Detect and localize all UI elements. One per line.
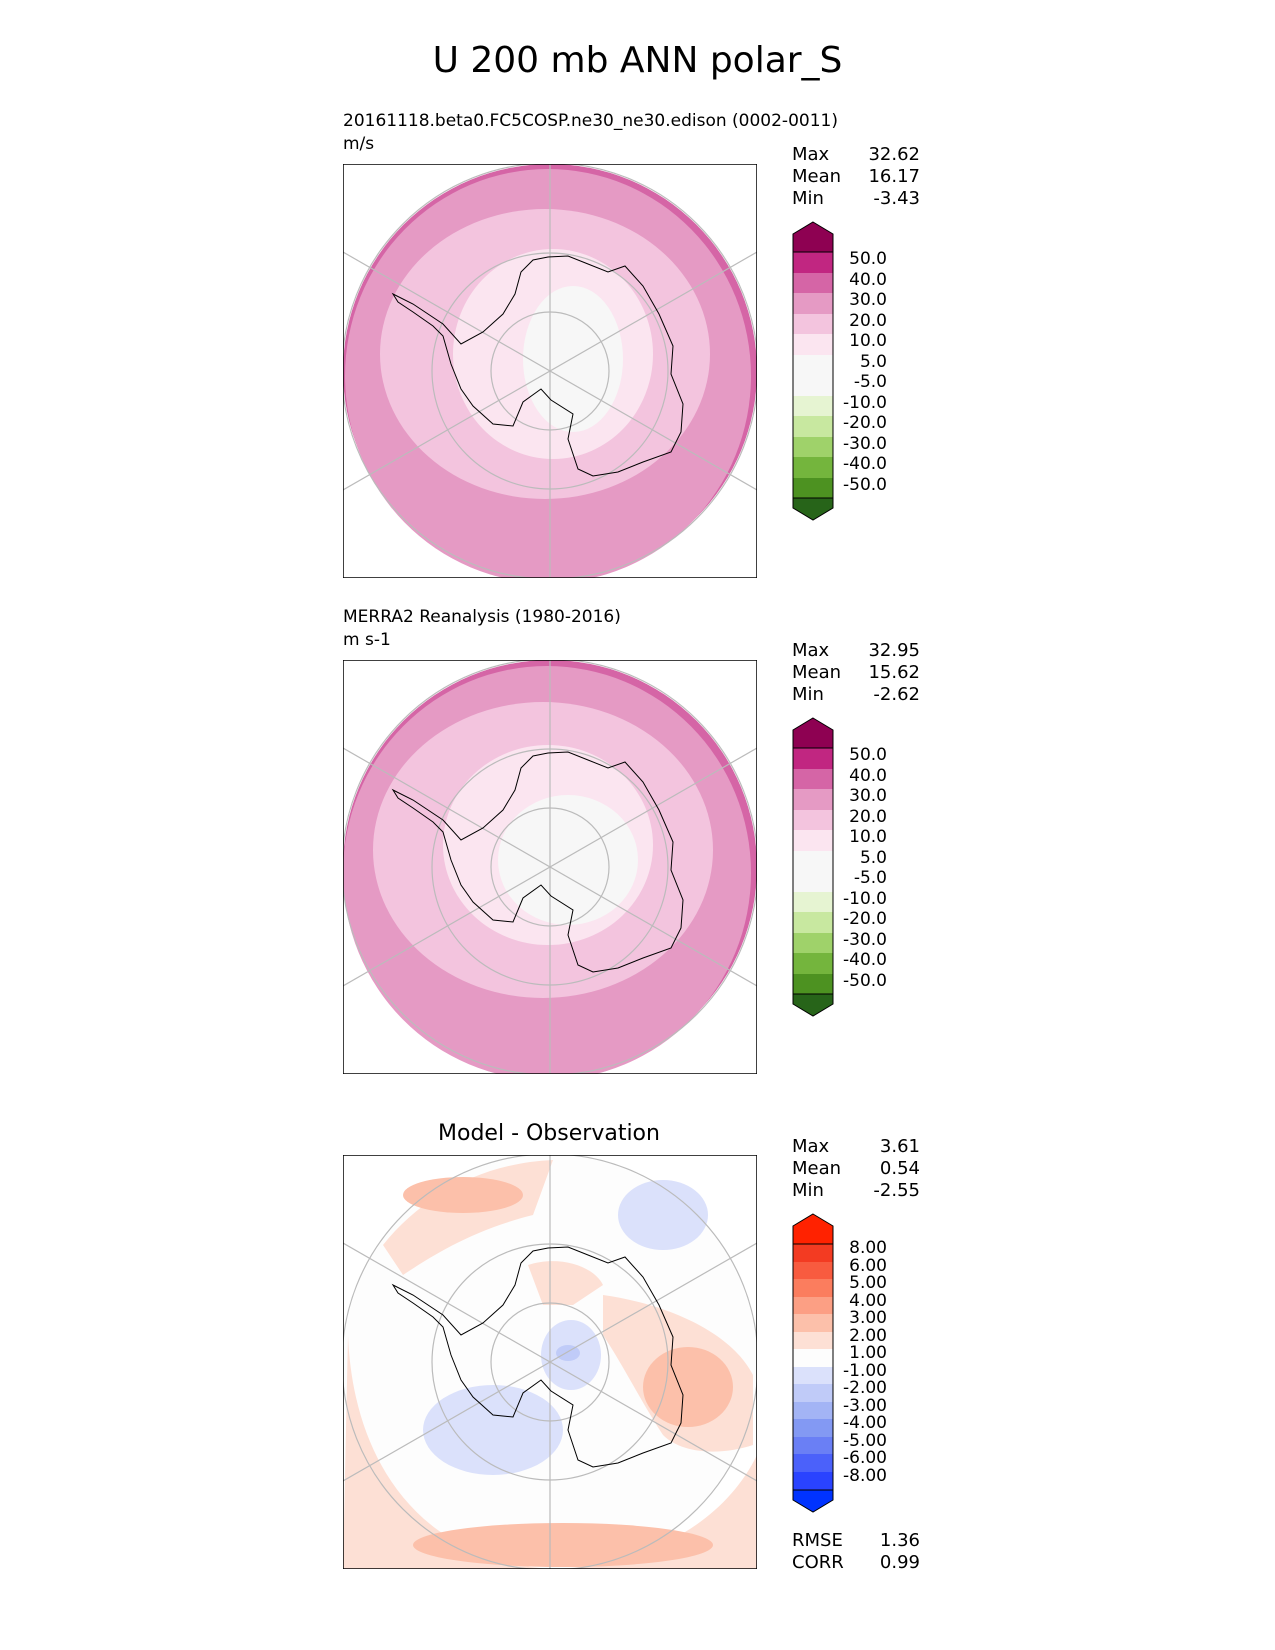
panel3-pos-east-core [643,1347,733,1427]
cb2-label: -30.0 [843,930,887,950]
panel3-neg-north [618,1180,708,1250]
cb2-label: 5.0 [859,848,887,868]
panel1-stat-mean: Mean 16.17 [792,166,920,187]
cb2-label: 50.0 [849,745,887,765]
panel3-stat-mean: Mean 0.54 [792,1158,920,1179]
cb3-label: -1.00 [843,1361,887,1381]
panel1-title: 20161118.beta0.FC5COSP.ne30_ne30.edison … [343,111,838,131]
cb1-label: -5.0 [853,372,887,392]
cb1-label: 30.0 [849,290,887,310]
panel3-corr: CORR 0.99 [792,1552,920,1573]
panel3-neg-center-core [556,1345,580,1361]
panel1-stat-max: Max 32.62 [792,144,920,165]
panel3-pos-south-core [413,1523,713,1567]
panel3-stat-min: Min -2.55 [792,1180,920,1201]
cb1-label: -50.0 [843,475,887,495]
panel2-colorbar [792,717,834,1017]
cb3-label: -5.00 [843,1431,887,1451]
panel3-pos-north-core [403,1177,523,1213]
cb1-label: 5.0 [859,352,887,372]
cb1-label: -30.0 [843,434,887,454]
panel1-colorbar [792,221,834,521]
cb3-label: -2.00 [843,1378,887,1398]
cb3-label: -3.00 [843,1396,887,1416]
panel2-stat-max: Max 32.95 [792,640,920,661]
cb3-label: 3.00 [849,1308,887,1328]
cb1-label: 50.0 [849,249,887,269]
cb1-label: -40.0 [843,454,887,474]
panel2-stat-min: Min -2.62 [792,684,920,705]
panel3-colorbar [792,1213,834,1513]
cb3-label: 1.00 [849,1343,887,1363]
cb2-label: -20.0 [843,909,887,929]
panel1-grid [343,164,757,578]
cb2-label: -50.0 [843,971,887,991]
figure-title: U 200 mb ANN polar_S [432,40,843,81]
cb2-label: -5.0 [853,868,887,888]
cb2-label: -10.0 [843,889,887,909]
panel1-band-0 [523,286,623,432]
panel1-stat-min: Min -3.43 [792,188,920,209]
panel3-map [343,1155,757,1569]
cb2-label: 10.0 [849,827,887,847]
cb1-label: -20.0 [843,413,887,433]
panel2-grid [343,660,757,1074]
cb3-label: 2.00 [849,1326,887,1346]
cb1-label: -10.0 [843,393,887,413]
cb3-label: 6.00 [849,1256,887,1276]
cb2-label: -40.0 [843,950,887,970]
panel3-pos-outer-ring [343,1335,757,1569]
panel3-rmse: RMSE 1.36 [792,1530,920,1551]
panel2-title: MERRA2 Reanalysis (1980-2016) [343,607,621,627]
panel3-pos-center [528,1261,603,1305]
cb1-label: 40.0 [849,270,887,290]
panel3-coastline [391,1246,684,1468]
panel3-grid [343,1155,757,1569]
panel2-map [343,660,757,1074]
cb1-label: 20.0 [849,311,887,331]
cb2-label: 20.0 [849,807,887,827]
panel2-coastline [391,751,684,973]
cb1-label: 10.0 [849,331,887,351]
panel3-neg-west [423,1385,563,1475]
panel1-map [343,164,757,578]
cb3-label: 4.00 [849,1291,887,1311]
cb3-label: -8.00 [843,1466,887,1486]
cb2-label: 30.0 [849,786,887,806]
panel3-stat-max: Max 3.61 [792,1136,920,1157]
panel2-units: m s-1 [343,630,391,650]
panel3-title: Model - Observation [438,1121,660,1146]
cb3-label: 5.00 [849,1273,887,1293]
cb3-label: 8.00 [849,1238,887,1258]
cb3-label: -4.00 [843,1413,887,1433]
cb2-label: 40.0 [849,766,887,786]
panel2-stat-mean: Mean 15.62 [792,662,920,683]
panel1-units: m/s [343,134,375,154]
panel1-coastline [391,255,684,477]
cb3-label: -6.00 [843,1448,887,1468]
